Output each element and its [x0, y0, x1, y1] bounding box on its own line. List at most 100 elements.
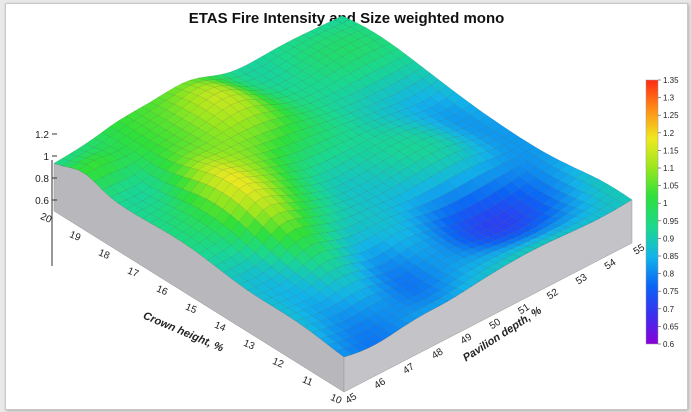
surface-cell [101, 185, 119, 198]
colorbar: 1.35 1.3 1.25 1.2 1.15 1.1 1.05 1 0.95 0.9 0.85 0.8… [645, 76, 679, 349]
surface-cell [535, 193, 553, 205]
surface-cell [295, 318, 313, 327]
surface-cell [125, 111, 143, 121]
surface-cell [535, 161, 552, 172]
surface-cell [511, 165, 528, 177]
y-tick-label: 53 [574, 272, 590, 288]
surface-cell [222, 173, 240, 184]
surface-cell [527, 219, 545, 227]
surface-mesh [53, 15, 633, 358]
surface-cell [246, 154, 264, 163]
surface-cell [182, 191, 200, 205]
z-tick-label: 0.6 [35, 196, 49, 207]
surface-cell [198, 163, 216, 173]
surface-cell [551, 201, 569, 212]
surface-cell [254, 168, 272, 176]
surface-cell [526, 146, 544, 157]
surface-cell [150, 218, 168, 229]
surface-cell [519, 215, 537, 225]
surface-cell [133, 191, 151, 202]
surface-cell [527, 176, 544, 189]
colorbar-tick-label: 1.15 [663, 146, 679, 155]
surface-cell [511, 211, 529, 222]
colorbar-tick-label: 0.9 [663, 234, 675, 243]
surface-cell [206, 203, 224, 219]
surface-cell [246, 176, 264, 183]
surface-cell [495, 258, 513, 267]
surface-cell [351, 342, 369, 352]
surface-cell [511, 176, 528, 189]
surface-cell [238, 176, 256, 185]
surface-cell [455, 282, 473, 292]
x-axis-label: Crown height, % [141, 310, 225, 355]
surface-cell [190, 220, 208, 233]
surface-cell [583, 175, 601, 187]
surface-cell [607, 199, 625, 210]
surface-cell [125, 151, 143, 164]
surface-cell [222, 146, 240, 156]
surface-cell [230, 159, 248, 167]
colorbar-tick-label: 0.6 [663, 340, 675, 349]
surface-cell [182, 167, 199, 180]
surface-cell [149, 125, 167, 136]
surface-cell [471, 272, 489, 282]
surface-cell [222, 183, 240, 199]
surface-cell [559, 194, 577, 206]
surface-cell [559, 184, 577, 196]
surface-cell [206, 160, 224, 168]
surface-cell [303, 272, 320, 286]
surface-cell [110, 193, 127, 204]
surface-cell [559, 227, 577, 234]
surface-cell [286, 171, 304, 180]
surface-cell [431, 260, 449, 271]
surface-cell [278, 210, 296, 222]
surface-cell [230, 171, 248, 179]
surface-cell [221, 95, 239, 106]
surface-cell [431, 297, 449, 306]
surface-cell [575, 201, 593, 212]
surface-cell [511, 200, 528, 212]
surface-cell [327, 342, 345, 352]
surface-cell [238, 108, 255, 119]
surface-cell [406, 134, 424, 144]
surface-cell [222, 116, 239, 128]
surface-cell [575, 171, 593, 183]
surface-cell [471, 232, 489, 240]
surface-cell [599, 204, 617, 215]
surface-cell [230, 237, 248, 253]
chart-frame: ETAS Fire Intensity and Size weighted mo… [5, 3, 688, 410]
surface-cell [214, 132, 231, 143]
surface-cell [173, 107, 191, 119]
surface-cell [383, 324, 401, 335]
surface-cell [181, 79, 199, 86]
surface-cell [430, 134, 448, 142]
colorbar-tick-label: 0.7 [663, 305, 675, 314]
surface-cell [205, 104, 223, 117]
surface-cell [238, 139, 256, 150]
surface-cell [222, 155, 240, 163]
y-tick-label: 49 [459, 331, 475, 347]
surface-cell [270, 294, 288, 304]
surface-cell [230, 221, 248, 239]
surface-cell [543, 176, 560, 188]
surface-cell [213, 85, 231, 92]
surface-cell [245, 70, 263, 80]
surface-cell [126, 204, 144, 215]
surface-cell [198, 248, 216, 261]
surface-cell [206, 218, 224, 233]
surface-cell [559, 204, 577, 214]
colorbar-tick-label: 0.95 [663, 217, 679, 226]
y-tick-label: 55 [632, 242, 648, 258]
surface-cell [575, 218, 593, 227]
surface-cell [246, 286, 264, 296]
surface-cell [165, 113, 183, 125]
colorbar-tick-label: 0.75 [663, 287, 679, 296]
surface-cell [230, 111, 247, 124]
surface-cell [53, 158, 71, 167]
colorbar-tick-label: 0.8 [663, 270, 675, 279]
surface-cell [133, 156, 151, 170]
surface-cell [583, 214, 601, 223]
colorbar-tick-label: 1.05 [663, 182, 679, 191]
surface-cell [446, 130, 464, 138]
surface-cell [535, 213, 553, 223]
